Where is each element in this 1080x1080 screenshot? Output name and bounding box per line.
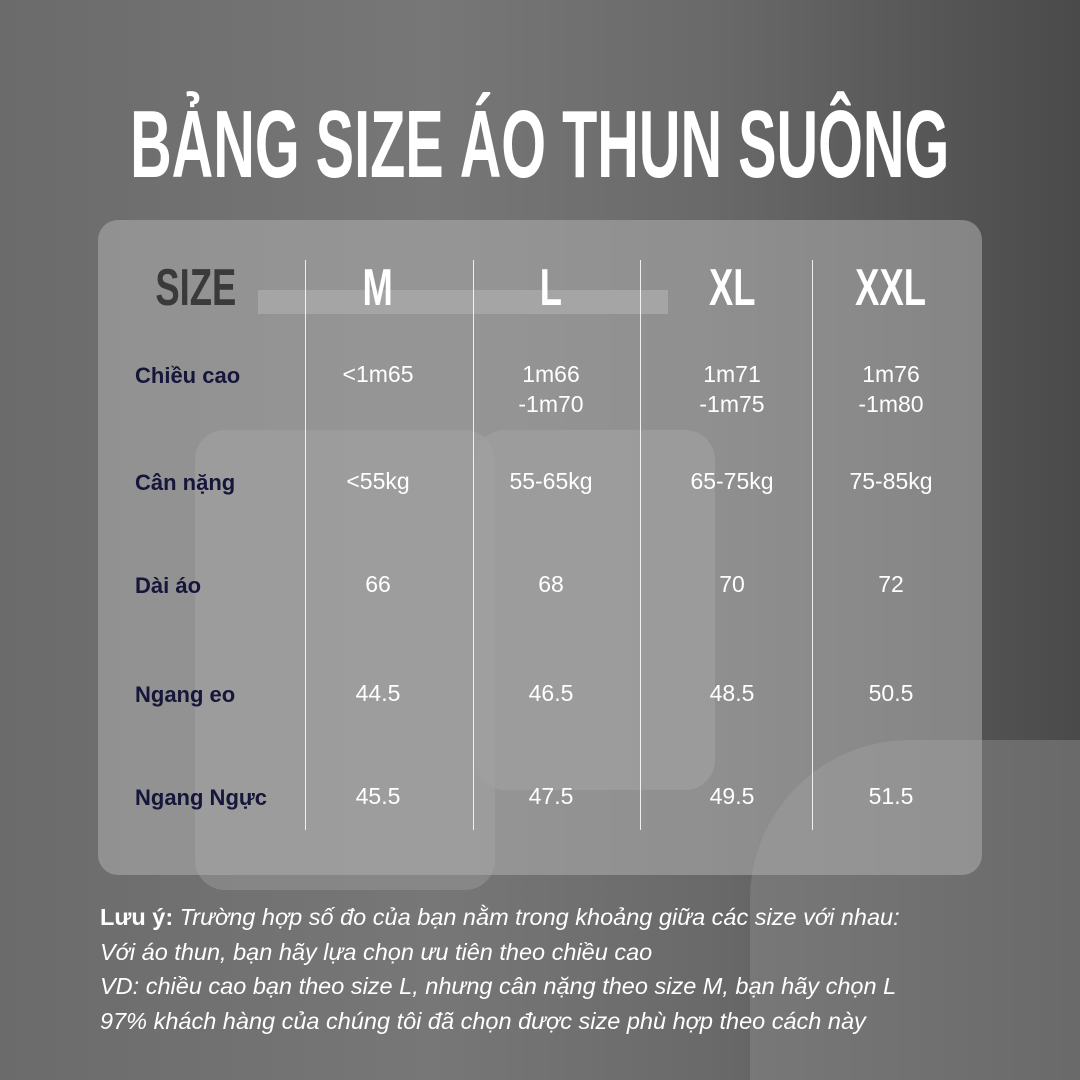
cell-line: 46.5 bbox=[528, 680, 574, 706]
note: Lưu ý: Trường hợp số đo của bạn nằm tron… bbox=[100, 900, 900, 1038]
note-line: Với áo thun, bạn hãy lựa chọn ưu tiên th… bbox=[100, 938, 653, 965]
cell-line: 1m66 bbox=[522, 361, 580, 387]
column-divider bbox=[640, 260, 641, 830]
table-cell: 51.5 bbox=[811, 781, 971, 811]
cell-line: 1m76 bbox=[862, 361, 920, 387]
cell-line: 48.5 bbox=[709, 680, 755, 706]
note-line: Trường hợp số đo của bạn nằm trong khoản… bbox=[173, 904, 900, 930]
table-cell: <1m65 bbox=[298, 359, 458, 389]
table-cell: 66 bbox=[298, 569, 458, 599]
cell-line: 66 bbox=[365, 571, 391, 597]
table-cell: <55kg bbox=[298, 466, 458, 496]
column-divider bbox=[305, 260, 306, 830]
row-label: Ngang eo bbox=[135, 682, 236, 707]
table-cell: 45.5 bbox=[298, 781, 458, 811]
cell-line: 75-85kg bbox=[849, 468, 933, 494]
table-cell: 50.5 bbox=[811, 678, 971, 708]
cell-line: <55kg bbox=[346, 468, 410, 494]
cell-line: -1m70 bbox=[518, 391, 584, 417]
table-cell: 55-65kg bbox=[471, 466, 631, 496]
table-cell: 1m71 -1m75 bbox=[652, 359, 812, 419]
table-cell: 70 bbox=[652, 569, 812, 599]
table-cell: 1m76 -1m80 bbox=[811, 359, 971, 419]
cell-line: 1m71 bbox=[703, 361, 761, 387]
page-title: BẢNG SIZE ÁO THUN SUÔNG bbox=[130, 91, 950, 198]
size-header-m: M bbox=[362, 259, 394, 317]
size-table: SIZE M L XL XXL Chiều cao <1m65 1m66 -1m70 1… bbox=[98, 220, 982, 875]
cell-line: 68 bbox=[538, 571, 564, 597]
cell-line: 47.5 bbox=[528, 783, 574, 809]
row-label: Cân nặng bbox=[135, 470, 236, 495]
table-cell: 46.5 bbox=[471, 678, 631, 708]
column-divider bbox=[473, 260, 474, 830]
note-prefix: Lưu ý: bbox=[100, 904, 174, 930]
table-cell: 44.5 bbox=[298, 678, 458, 708]
size-header-l: L bbox=[539, 259, 563, 317]
row-label: Chiều cao bbox=[135, 363, 241, 388]
cell-line: -1m80 bbox=[858, 391, 924, 417]
size-header-xxl: XXL bbox=[855, 259, 927, 317]
size-header-xl: XL bbox=[708, 259, 756, 317]
size-header: SIZE bbox=[155, 259, 237, 317]
cell-line: 70 bbox=[719, 571, 745, 597]
table-cell: 72 bbox=[811, 569, 971, 599]
column-divider bbox=[812, 260, 813, 830]
cell-line: <1m65 bbox=[342, 361, 414, 387]
cell-line: 55-65kg bbox=[509, 468, 593, 494]
cell-line: 51.5 bbox=[868, 783, 914, 809]
row-label: Dài áo bbox=[135, 573, 202, 598]
table-cell: 47.5 bbox=[471, 781, 631, 811]
table-cell: 75-85kg bbox=[811, 466, 971, 496]
cell-line: 50.5 bbox=[868, 680, 914, 706]
cell-line: 45.5 bbox=[355, 783, 401, 809]
note-line: VD: chiều cao bạn theo size L, nhưng cân… bbox=[100, 973, 897, 999]
cell-line: -1m75 bbox=[699, 391, 765, 417]
cell-line: 65-75kg bbox=[690, 468, 774, 494]
table-cell: 1m66 -1m70 bbox=[471, 359, 631, 419]
cell-line: 49.5 bbox=[709, 783, 755, 809]
table-cell: 65-75kg bbox=[652, 466, 812, 496]
table-cell: 49.5 bbox=[652, 781, 812, 811]
row-label: Ngang Ngực bbox=[135, 785, 268, 810]
note-line: 97% khách hàng của chúng tôi đã chọn đượ… bbox=[100, 1007, 866, 1034]
cell-line: 72 bbox=[878, 571, 904, 597]
table-cell: 48.5 bbox=[652, 678, 812, 708]
cell-line: 44.5 bbox=[355, 680, 401, 706]
table-cell: 68 bbox=[471, 569, 631, 599]
